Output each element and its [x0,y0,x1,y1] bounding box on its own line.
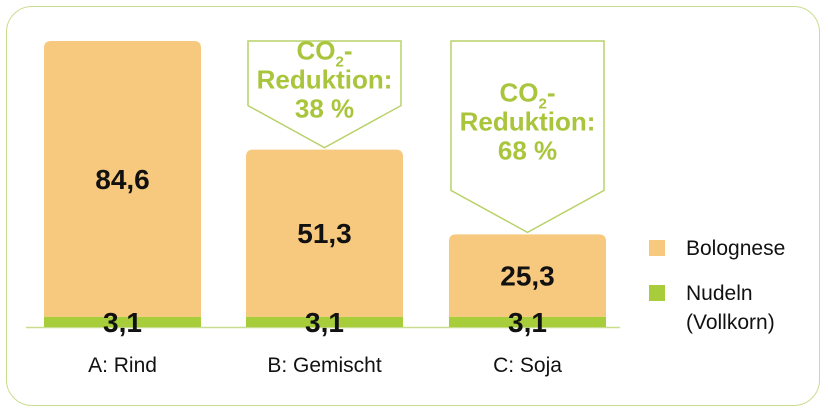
co2-callout-text-1: CO2- [296,35,352,70]
co2-callout-text-2: CO2- [499,78,555,113]
co2-callout-line3-2: 68 % [498,136,557,166]
data-label-bolognese-3: 25,3 [500,261,555,292]
data-label-nudeln-1: 3,1 [103,307,142,338]
legend-label-1: Bolognese [686,237,785,260]
bar-bolognese-1 [44,41,201,317]
co2-callout-line2-1: Reduktion: [257,64,393,94]
bar-nudeln-1 [44,316,201,327]
data-label-nudeln-3: 3,1 [508,307,547,338]
bar-nudeln-2 [246,316,403,327]
co2-callout-line2-2: Reduktion: [460,107,596,137]
category-label-3: C: Soja [493,354,562,377]
co2-callout-line3-1: 38 % [295,93,354,123]
bar-nudeln-3 [449,316,606,327]
bar-bolognese-3 [449,234,606,317]
data-label-bolognese-2: 51,3 [297,218,352,249]
data-label-nudeln-2: 3,1 [305,307,344,338]
co2-callout-2 [450,40,605,234]
bar-bolognese-2 [246,149,403,317]
category-label-1: A: Rind [88,354,157,377]
category-label-2: B: Gemischt [267,354,382,377]
co2-callout-1 [247,40,402,149]
data-label-bolognese-1: 84,6 [95,164,150,195]
legend-swatch-2 [649,285,665,301]
legend-label-2-line2: (Vollkorn) [686,311,775,334]
legend-swatch-1 [649,240,665,256]
legend-label-2: Nudeln [686,282,753,305]
